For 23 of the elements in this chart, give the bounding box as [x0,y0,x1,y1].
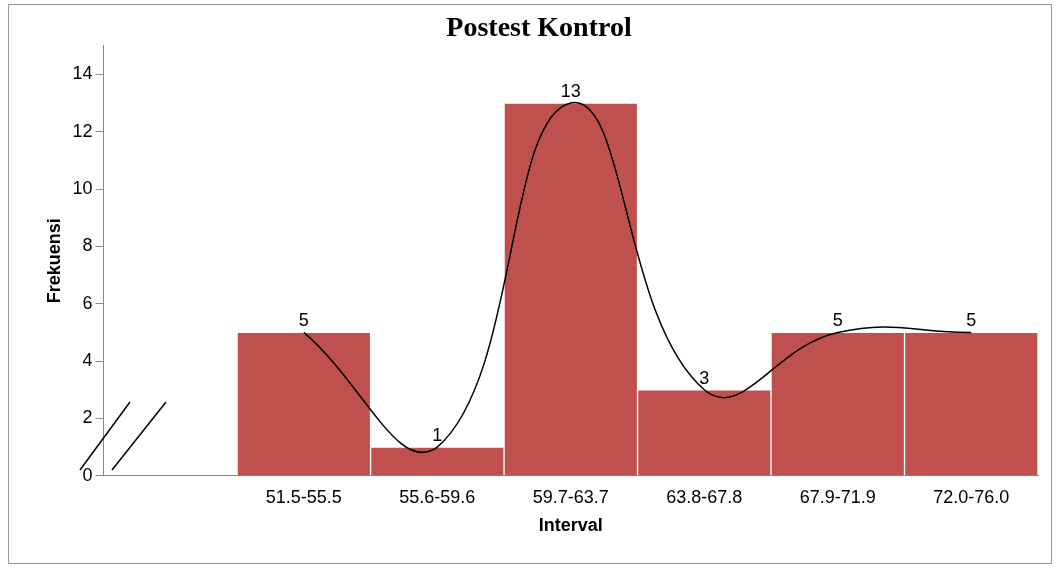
x-tick-label: 72.0-76.0 [933,486,1010,507]
y-tick-label: 0 [82,464,93,485]
data-label: 13 [560,80,581,101]
data-label: 5 [966,310,977,331]
y-tick-label: 4 [82,350,93,371]
y-tick-label: 8 [82,235,93,256]
x-tick-label: 51.5-55.5 [265,486,342,507]
x-tick-label: 55.6-59.6 [399,486,476,507]
x-axis-title: Interval [538,515,603,536]
y-tick-label: 12 [72,120,93,141]
data-label: 5 [298,310,309,331]
x-tick-label: 63.8-67.8 [666,486,743,507]
y-tick-label: 6 [82,292,93,313]
x-tick-label: 67.9-71.9 [799,486,876,507]
y-tick-label: 2 [82,407,93,428]
y-axis-title: Frekuensi [43,218,64,304]
x-tick-label: 59.7-63.7 [532,486,609,507]
y-tick-label: 14 [72,63,93,84]
data-label: 3 [699,367,710,388]
data-label: 5 [832,310,843,331]
data-label: 1 [432,425,443,446]
y-tick-label: 10 [72,177,93,198]
chart-title: Postest Kontrol [446,11,632,43]
